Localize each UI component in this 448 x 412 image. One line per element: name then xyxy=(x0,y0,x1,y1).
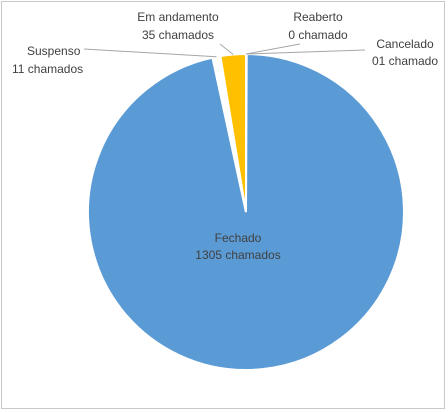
data-label-suspenso-category: Suspenso xyxy=(27,44,81,58)
leader-line-cancelado xyxy=(246,49,366,55)
data-label-em-andamento-category: Em andamento xyxy=(137,10,219,24)
data-label-em-andamento-value: 35 chamados xyxy=(142,28,214,42)
data-label-fechado-value: 1305 chamados xyxy=(195,248,280,262)
data-label-cancelado-category: Cancelado xyxy=(376,37,434,51)
data-label-suspenso-value: 11 chamados xyxy=(12,62,83,76)
data-label-fechado-category: Fechado xyxy=(215,231,262,245)
data-label-reaberto-category: Reaberto xyxy=(293,10,343,24)
data-label-cancelado-value: 01 chamado xyxy=(372,54,438,68)
pie-slices xyxy=(87,52,405,371)
leader-line-em-andamento xyxy=(219,43,234,55)
leader-lines xyxy=(83,43,366,58)
data-label-reaberto-value: 0 chamado xyxy=(288,28,348,42)
leader-line-reaberto xyxy=(245,43,301,55)
leader-line-suspenso xyxy=(83,48,217,58)
